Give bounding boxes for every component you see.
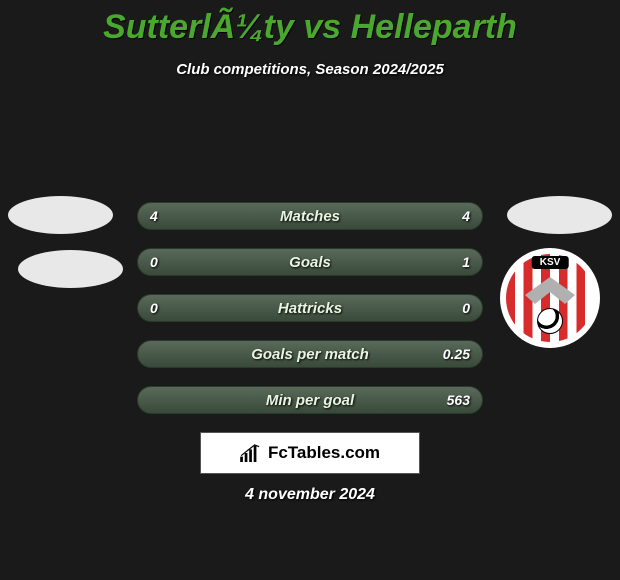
left-club-badge	[18, 250, 123, 288]
stat-right-value: 0	[462, 300, 470, 316]
stat-label: Matches	[280, 208, 340, 225]
stat-label: Goals	[289, 254, 331, 271]
stat-label: Hattricks	[278, 300, 342, 317]
brand-text: FcTables.com	[268, 443, 380, 463]
stat-right-value: 4	[462, 208, 470, 224]
stat-row-goals: 0 Goals 1	[137, 248, 483, 276]
badge-stripes: KSV	[506, 254, 594, 342]
eagle-icon	[525, 274, 575, 304]
stat-row-matches: 4 Matches 4	[137, 202, 483, 230]
stat-left-value: 0	[150, 254, 158, 270]
stat-row-min-per-goal: Min per goal 563	[137, 386, 483, 414]
stat-row-goals-per-match: Goals per match 0.25	[137, 340, 483, 368]
stat-label: Goals per match	[251, 346, 369, 363]
page-title: SutterlÃ¼ty vs Helleparth	[0, 0, 620, 47]
brand-box[interactable]: FcTables.com	[200, 432, 420, 474]
stat-left-value: 0	[150, 300, 158, 316]
date-text: 4 november 2024	[0, 486, 620, 504]
stat-left-value: 4	[150, 208, 158, 224]
stat-right-value: 1	[462, 254, 470, 270]
stat-row-hattricks: 0 Hattricks 0	[137, 294, 483, 322]
right-club-badge: KSV	[500, 248, 600, 348]
right-player-avatar	[507, 196, 612, 234]
soccer-ball-icon	[537, 308, 563, 334]
stat-right-value: 563	[447, 392, 470, 408]
left-player-avatar	[8, 196, 113, 234]
stat-right-value: 0.25	[443, 346, 470, 362]
badge-text: KSV	[532, 256, 569, 269]
page-subtitle: Club competitions, Season 2024/2025	[0, 61, 620, 78]
bar-chart-icon	[240, 444, 262, 462]
stat-label: Min per goal	[266, 392, 354, 409]
stats-rows: 4 Matches 4 0 Goals 1 0 Hattricks 0 Goal…	[137, 202, 483, 432]
